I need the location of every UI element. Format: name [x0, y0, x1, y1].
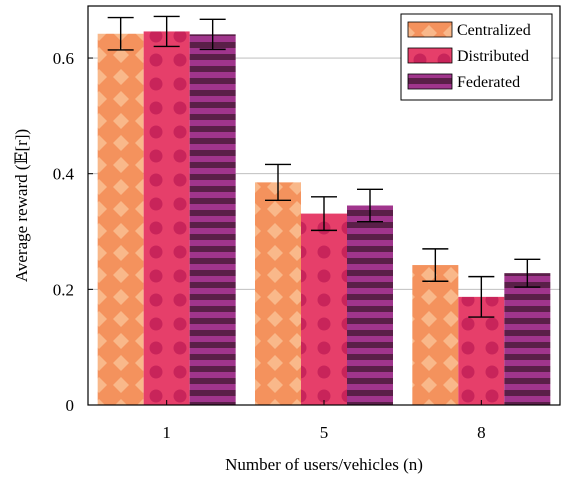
error-bar-distributed-8 [468, 275, 495, 318]
x-tick-label: 1 [162, 423, 171, 442]
y-tick-label: 0.4 [53, 165, 75, 184]
error-bar-distributed-5 [311, 196, 337, 232]
legend-label-centralized: Centralized [457, 22, 531, 39]
y-ticks: 0 0.2 0.4 0.6 [53, 49, 93, 415]
y-tick-label: 0 [66, 396, 75, 415]
error-bar-federated-8 [514, 258, 541, 288]
legend-swatch-distributed [407, 47, 453, 64]
x-tick-label: 8 [477, 423, 486, 442]
bars [97, 31, 551, 406]
error-bar-federated-5 [357, 188, 383, 223]
y-axis-label: Average reward (𝔼[r]) [12, 129, 31, 282]
x-tick-label: 5 [320, 423, 329, 442]
legend-label-distributed: Distributed [457, 48, 529, 65]
bar-centralized-5 [255, 182, 301, 405]
bar-centralized-1 [97, 33, 144, 405]
legend: Centralized Distributed Federated [400, 13, 553, 101]
legend-swatch-federated [407, 73, 453, 90]
legend-swatch-centralized [407, 21, 453, 38]
legend-label-federated: Federated [457, 74, 520, 91]
error-bar-centralized-5 [265, 163, 291, 201]
y-tick-label: 0.6 [53, 49, 74, 68]
error-bar-centralized-1 [107, 16, 134, 51]
bar-federated-1 [189, 34, 236, 406]
error-bar-federated-1 [199, 18, 226, 51]
bar-distributed-1 [143, 31, 190, 405]
bar-federated-5 [347, 205, 393, 405]
bar-centralized-8 [412, 265, 459, 405]
y-tick-label: 0.2 [53, 280, 74, 299]
error-bar-distributed-1 [153, 15, 180, 48]
error-bar-centralized-8 [422, 248, 449, 282]
error-bars [107, 15, 541, 318]
bar-federated-8 [504, 273, 551, 405]
x-ticks: 1 5 8 [162, 400, 486, 442]
x-axis-label: Number of users/vehicles (n) [225, 455, 423, 474]
bar-distributed-5 [301, 213, 347, 405]
